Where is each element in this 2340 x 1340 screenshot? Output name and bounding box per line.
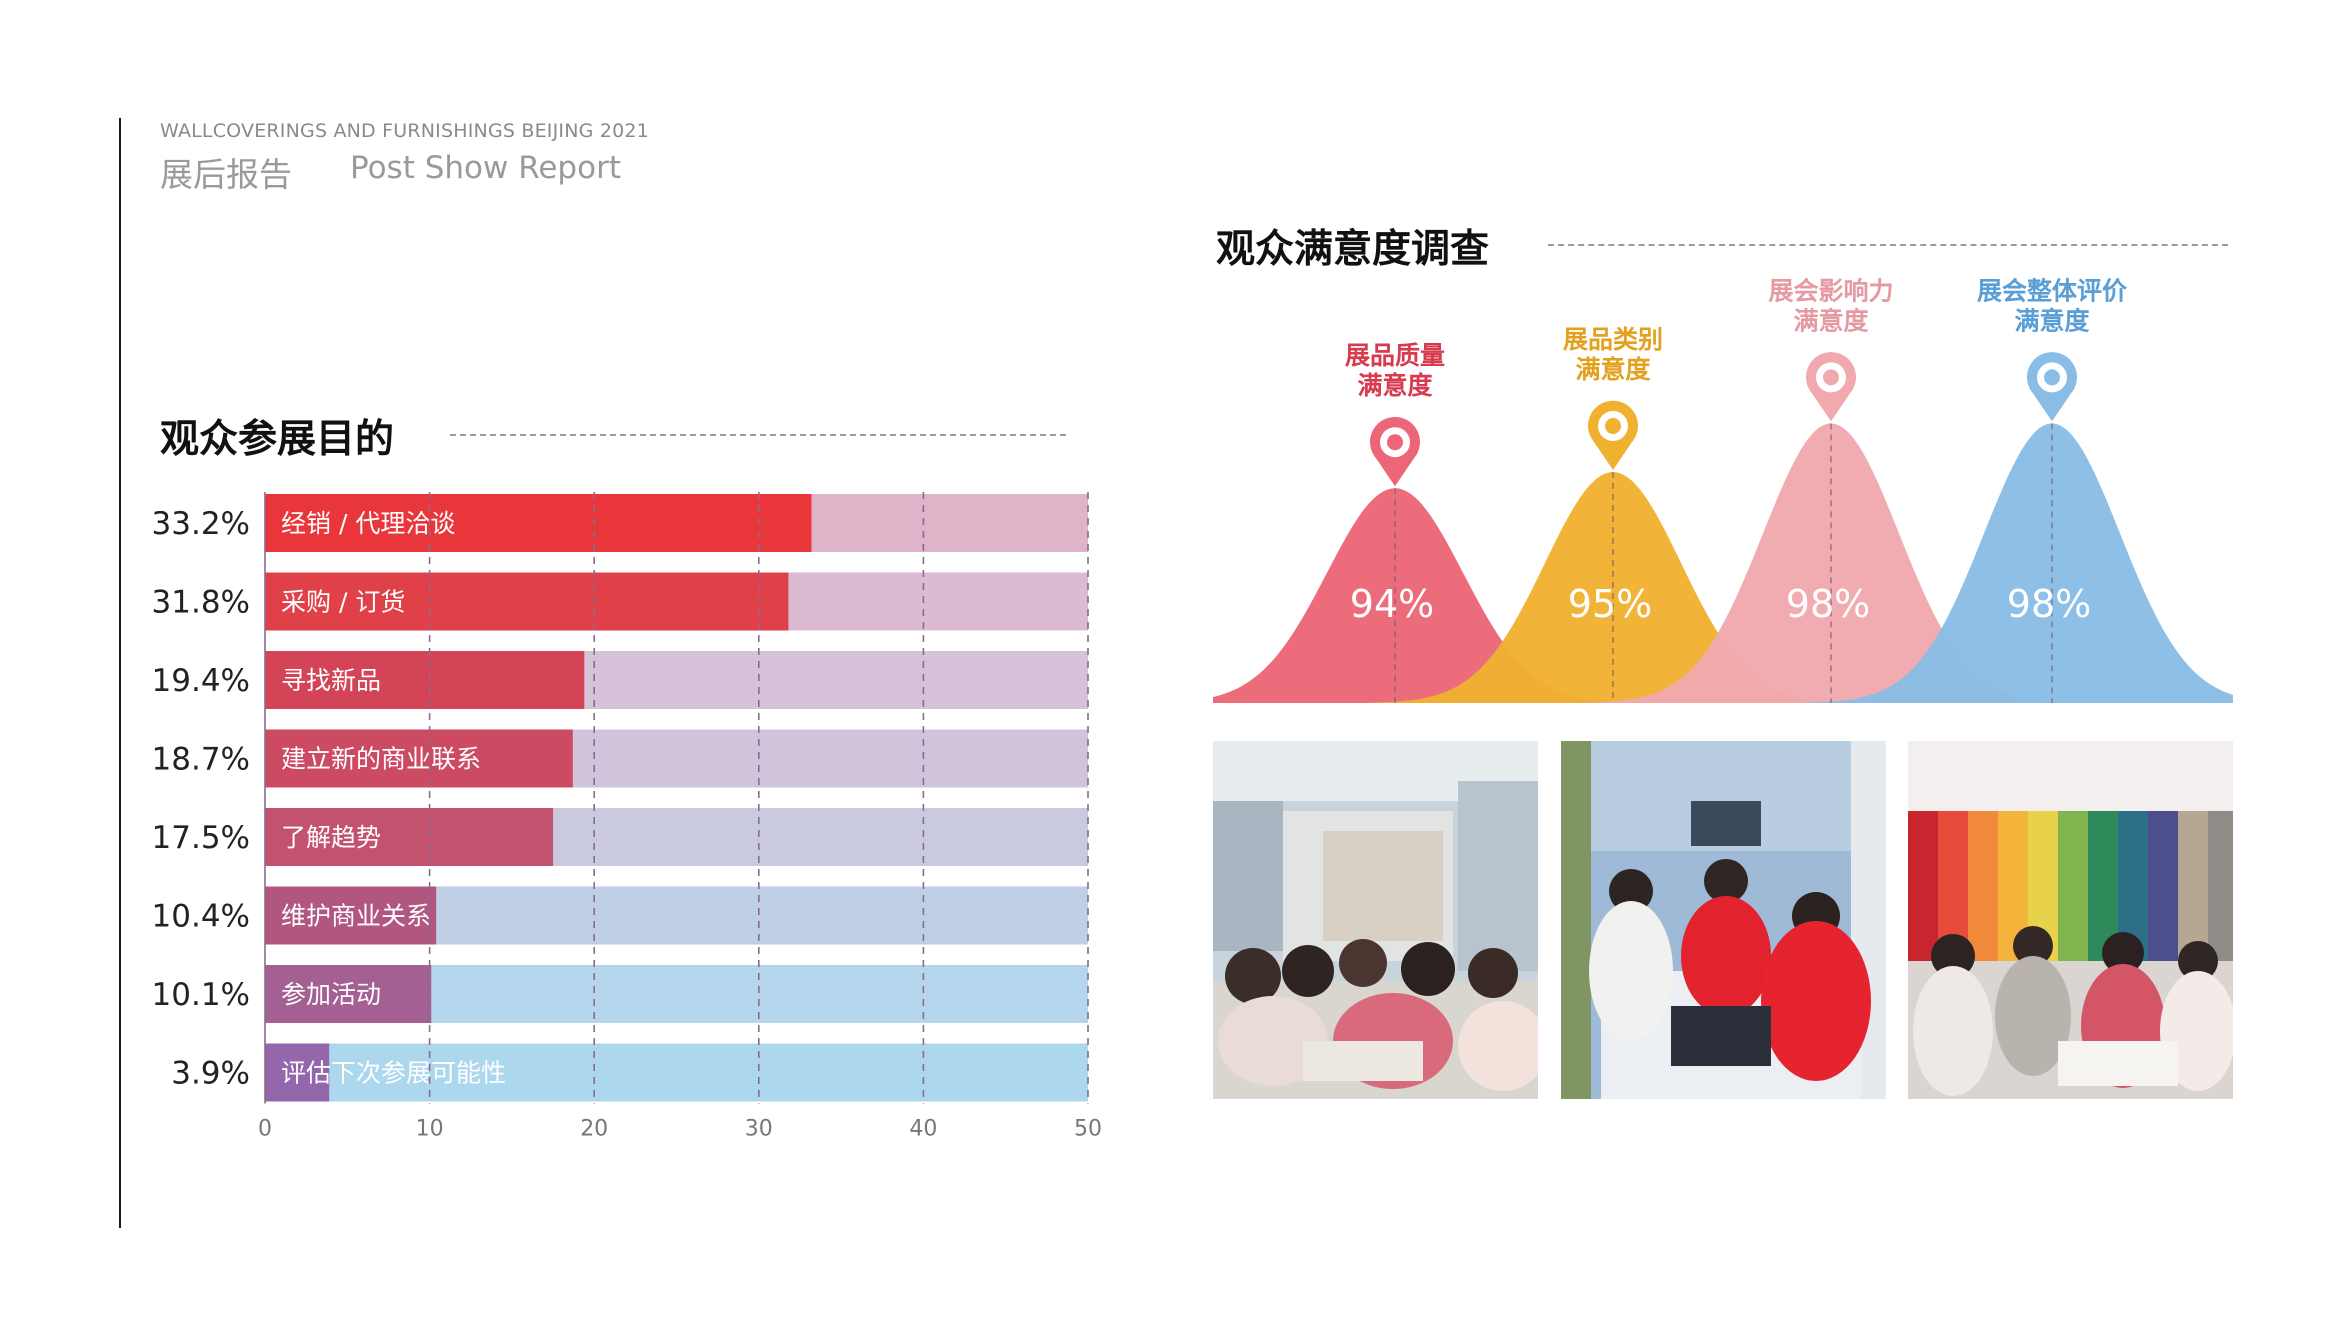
bar xyxy=(265,572,789,631)
photo-visitors-browsing xyxy=(1213,741,1538,1099)
bell-value-label: 98% xyxy=(1786,582,1870,626)
bell-value-label: 94% xyxy=(1350,582,1434,626)
x-tick-label: 20 xyxy=(580,1117,608,1142)
bar-value-label: 18.7% xyxy=(152,742,250,778)
series-label: 展品质量 xyxy=(1345,341,1445,370)
header-title-en: Post Show Report xyxy=(350,150,621,186)
series-label: 满意度 xyxy=(1793,306,1868,335)
bar-category-label: 了解趋势 xyxy=(281,823,381,852)
bar-category-label: 评估下次参展可能性 xyxy=(281,1059,506,1088)
bar-category-label: 经销 / 代理洽谈 xyxy=(281,509,455,538)
header-title-cn: 展后报告 xyxy=(160,155,292,194)
series-label: 满意度 xyxy=(1575,355,1650,384)
purpose-section-title: 观众参展目的 xyxy=(160,417,395,462)
pin-dot xyxy=(2044,369,2060,386)
bell-curve xyxy=(1586,423,2076,703)
series-label: 展会整体评价 xyxy=(1977,276,2128,305)
satisfaction-title-dash xyxy=(1548,244,2228,246)
pin-dot xyxy=(1605,418,1621,434)
series-label: 展会影响力 xyxy=(1768,276,1893,305)
bell-value-label: 95% xyxy=(1568,582,1652,626)
photo-booth-staff xyxy=(1561,741,1886,1099)
series-label: 满意度 xyxy=(2014,306,2089,335)
purpose-title-dash xyxy=(450,434,1066,436)
bar-category-label: 参加活动 xyxy=(281,980,381,1009)
bar-value-label: 19.4% xyxy=(152,663,250,699)
bar xyxy=(265,651,585,709)
series-label: 满意度 xyxy=(1357,371,1432,400)
satisfaction-section-title: 观众满意度调查 xyxy=(1216,227,1490,272)
series-label: 展品类别 xyxy=(1563,325,1663,354)
bar-value-label: 31.8% xyxy=(152,585,250,621)
bar-value-label: 10.4% xyxy=(152,899,250,935)
header-subtitle: WALLCOVERINGS AND FURNISHINGS BEIJING 20… xyxy=(160,120,649,142)
bar xyxy=(265,965,432,1023)
x-tick-label: 10 xyxy=(416,1117,444,1142)
bar xyxy=(265,494,812,552)
bell-curve xyxy=(1213,488,1640,703)
bar-category-label: 建立新的商业联系 xyxy=(281,745,481,774)
page-divider-line xyxy=(119,118,121,1228)
pin-dot xyxy=(1387,434,1403,451)
bar xyxy=(265,886,437,945)
bar-value-label: 33.2% xyxy=(152,506,250,542)
bar-value-label: 10.1% xyxy=(152,977,250,1013)
bell-value-label: 98% xyxy=(2007,582,2091,626)
x-tick-label: 50 xyxy=(1074,1117,1102,1142)
bar-category-label: 维护商业关系 xyxy=(281,902,431,931)
bar xyxy=(265,808,554,866)
bar-category-label: 寻找新品 xyxy=(281,666,381,695)
pin-dot xyxy=(1823,369,1839,386)
x-tick-label: 40 xyxy=(909,1117,937,1142)
bar xyxy=(265,1043,330,1102)
bar-category-label: 采购 / 订货 xyxy=(281,588,405,617)
photo-curtain-samples xyxy=(1908,741,2233,1099)
x-tick-label: 0 xyxy=(258,1117,272,1142)
bar-value-label: 3.9% xyxy=(171,1056,250,1092)
bar xyxy=(265,729,573,788)
bar-value-label: 17.5% xyxy=(152,820,250,856)
x-tick-label: 30 xyxy=(745,1117,773,1142)
bell-curve xyxy=(1807,423,2233,703)
bar-track xyxy=(265,1043,1088,1102)
